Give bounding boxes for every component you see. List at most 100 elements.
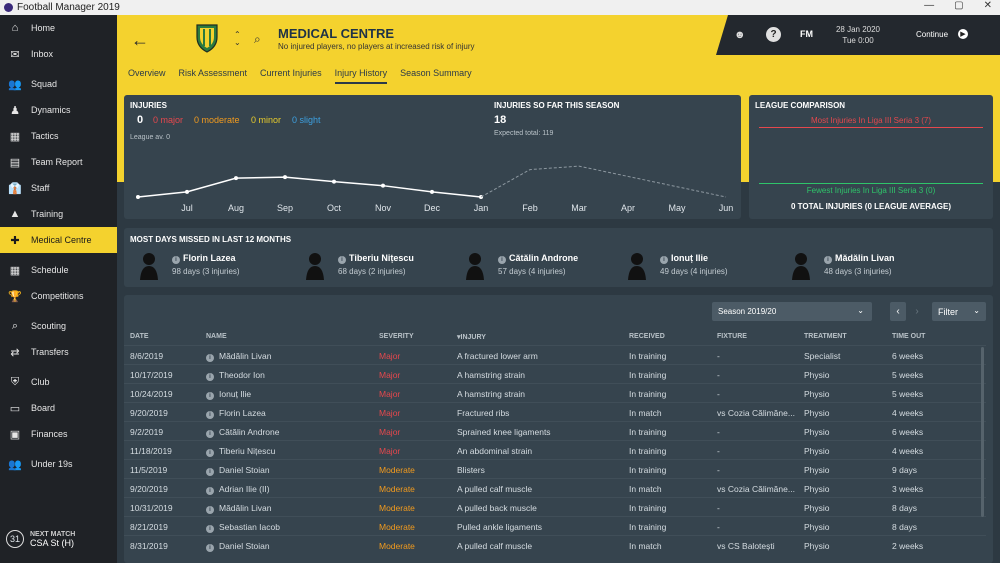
- info-icon[interactable]: i: [206, 468, 214, 476]
- sidebar-item-schedule[interactable]: ▦ Schedule: [0, 257, 117, 283]
- table-row[interactable]: 11/5/2019 i Daniel Stoian Moderate Blisters I…: [124, 459, 986, 478]
- table-row[interactable]: 9/20/2019 i Adrian Ilie (II) Moderate A pull…: [124, 478, 986, 497]
- missed-player[interactable]: i Florin Lazea 98 days (3 injuries): [132, 250, 292, 280]
- missed-player[interactable]: i Tiberiu Nițescu 68 days (2 injuries): [298, 250, 458, 280]
- column-header-date[interactable]: DATE: [130, 333, 149, 340]
- cell-name[interactable]: i Mădălin Livan: [206, 351, 271, 362]
- table-row[interactable]: 9/2/2019 i Cătălin Androne Major Sprained kn…: [124, 421, 986, 440]
- chevron-updown-icon[interactable]: ⌃ ⌄: [234, 30, 241, 47]
- sidebar-item-team-report[interactable]: ▤ Team Report: [0, 149, 117, 175]
- tab-injury-history[interactable]: Injury History: [334, 68, 388, 84]
- column-header-name[interactable]: NAME: [206, 333, 227, 340]
- sidebar-item-medical-centre[interactable]: ✚ Medical Centre: [0, 227, 117, 253]
- sidebar-item-transfers[interactable]: ⇄ Transfers: [0, 339, 117, 365]
- sidebar-item-finances[interactable]: ▣ Finances: [0, 421, 117, 447]
- table-row[interactable]: 10/31/2019 i Mădălin Livan Moderate A pulled…: [124, 497, 986, 516]
- next-season-button[interactable]: ›: [915, 306, 919, 317]
- cell-name[interactable]: i Mădălin Livan: [206, 503, 271, 514]
- table-row[interactable]: 10/17/2019 i Theodor Ion Major A hamstring s…: [124, 364, 986, 383]
- minimize-button[interactable]: —: [924, 0, 935, 11]
- search-icon[interactable]: ⌕: [254, 32, 261, 46]
- info-icon[interactable]: i: [172, 256, 180, 264]
- continue-button[interactable]: Continue: [916, 30, 949, 39]
- chart-tick-label: Jul: [181, 203, 193, 213]
- tab-risk-assessment[interactable]: Risk Assessment: [178, 68, 248, 78]
- cell-text: In training: [629, 446, 667, 456]
- table-scrollbar[interactable]: [981, 347, 984, 517]
- table-row[interactable]: 8/21/2019 i Sebastian Iacob Moderate Pulled …: [124, 516, 986, 535]
- tab-current-injuries[interactable]: Current Injuries: [260, 68, 322, 78]
- sidebar-item-training[interactable]: ▲ Training: [0, 201, 117, 227]
- table-row[interactable]: 8/31/2019 i Daniel Stoian Moderate A pulled …: [124, 535, 986, 554]
- sidebar-item-under-19s[interactable]: 👥 Under 19s: [0, 451, 117, 477]
- cell-name[interactable]: i Daniel Stoian: [206, 541, 270, 552]
- info-icon[interactable]: i: [206, 354, 214, 362]
- info-icon[interactable]: i: [824, 256, 832, 264]
- sidebar-item-club[interactable]: ⛨ Club: [0, 369, 117, 395]
- sidebar-item-home[interactable]: ⌂ Home: [0, 15, 117, 41]
- fm-menu-button[interactable]: FM: [800, 29, 813, 39]
- next-match[interactable]: 31 NEXT MATCH CSA St (H): [0, 515, 117, 563]
- back-arrow-icon[interactable]: ←: [131, 30, 149, 50]
- column-header-injury[interactable]: ▾INJURY: [457, 333, 486, 341]
- help-icon[interactable]: ?: [766, 27, 781, 42]
- continue-arrow-icon[interactable]: ▶: [958, 29, 968, 39]
- sidebar-item-competitions[interactable]: 🏆 Competitions: [0, 283, 117, 309]
- sidebar-item-dynamics[interactable]: ♟ Dynamics: [0, 97, 117, 123]
- filter-button[interactable]: Filter ⌄: [932, 302, 986, 321]
- tab-season-summary[interactable]: Season Summary: [400, 68, 472, 78]
- cell-name[interactable]: i Tiberiu Nițescu: [206, 446, 275, 457]
- info-icon[interactable]: i: [206, 449, 214, 457]
- column-header-treatment[interactable]: TREATMENT: [804, 333, 847, 340]
- sidebar-item-staff[interactable]: 👔 Staff: [0, 175, 117, 201]
- season-select[interactable]: Season 2019/20 ⌄: [712, 302, 872, 321]
- info-icon[interactable]: i: [206, 373, 214, 381]
- next-match-day: 31: [6, 530, 24, 548]
- table-row[interactable]: 8/6/2019 i Mădălin Livan Major A fractured l…: [124, 345, 986, 364]
- cell-name[interactable]: i Ionuț Ilie: [206, 389, 251, 400]
- info-icon[interactable]: i: [660, 256, 668, 264]
- cell-name[interactable]: i Theodor Ion: [206, 370, 265, 381]
- cell-name[interactable]: i Cătălin Androne: [206, 427, 280, 438]
- table-row[interactable]: 10/24/2019 i Ionuț Ilie Major A hamstring st…: [124, 383, 986, 402]
- info-icon[interactable]: i: [338, 256, 346, 264]
- column-header-time-out[interactable]: TIME OUT: [892, 333, 925, 340]
- info-icon[interactable]: i: [206, 506, 214, 514]
- info-icon[interactable]: i: [206, 430, 214, 438]
- column-header-fixture[interactable]: FIXTURE: [717, 333, 747, 340]
- cell-name[interactable]: i Florin Lazea: [206, 408, 266, 419]
- cell-text: Blisters: [457, 465, 485, 475]
- tab-overview[interactable]: Overview: [128, 68, 166, 78]
- alerts-icon[interactable]: ☻: [734, 29, 746, 41]
- cell-text: Moderate: [379, 522, 415, 532]
- cell-name[interactable]: i Adrian Ilie (II): [206, 484, 270, 495]
- club-crest-icon[interactable]: [195, 23, 219, 53]
- previous-season-button[interactable]: ‹: [890, 302, 906, 321]
- info-icon[interactable]: i: [206, 392, 214, 400]
- column-header-severity[interactable]: SEVERITY: [379, 333, 414, 340]
- sidebar-item-board[interactable]: ▭ Board: [0, 395, 117, 421]
- info-icon[interactable]: i: [206, 411, 214, 419]
- column-header-received[interactable]: RECEIVED: [629, 333, 665, 340]
- maximize-button[interactable]: ▢: [954, 0, 964, 11]
- chart-point: [332, 179, 336, 184]
- sidebar-item-tactics[interactable]: ▦ Tactics: [0, 123, 117, 149]
- cell-text: A hamstring strain: [457, 389, 526, 399]
- missed-player[interactable]: i Cătălin Androne 57 days (4 injuries): [458, 250, 618, 280]
- info-icon[interactable]: i: [206, 544, 214, 552]
- cell-name[interactable]: i Sebastian Iacob: [206, 522, 280, 533]
- cell-name[interactable]: i Daniel Stoian: [206, 465, 270, 476]
- sidebar-item-scouting[interactable]: ⌕ Scouting: [0, 313, 117, 339]
- close-button[interactable]: ✕: [983, 0, 992, 11]
- missed-player[interactable]: i Mădălin Livan 48 days (3 injuries): [784, 250, 944, 280]
- table-row[interactable]: 9/20/2019 i Florin Lazea Major Fractured rib…: [124, 402, 986, 421]
- chart-tick-label: May: [668, 203, 686, 213]
- info-icon[interactable]: i: [206, 525, 214, 533]
- sidebar-item-squad[interactable]: 👥 Squad: [0, 71, 117, 97]
- cell-text: A hamstring strain: [457, 370, 526, 380]
- sidebar-item-inbox[interactable]: ✉ Inbox: [0, 41, 117, 67]
- info-icon[interactable]: i: [206, 487, 214, 495]
- table-row[interactable]: 11/18/2019 i Tiberiu Nițescu Major An abdomi…: [124, 440, 986, 459]
- missed-player[interactable]: i Ionuț Ilie 49 days (4 injuries): [620, 250, 780, 280]
- info-icon[interactable]: i: [498, 256, 506, 264]
